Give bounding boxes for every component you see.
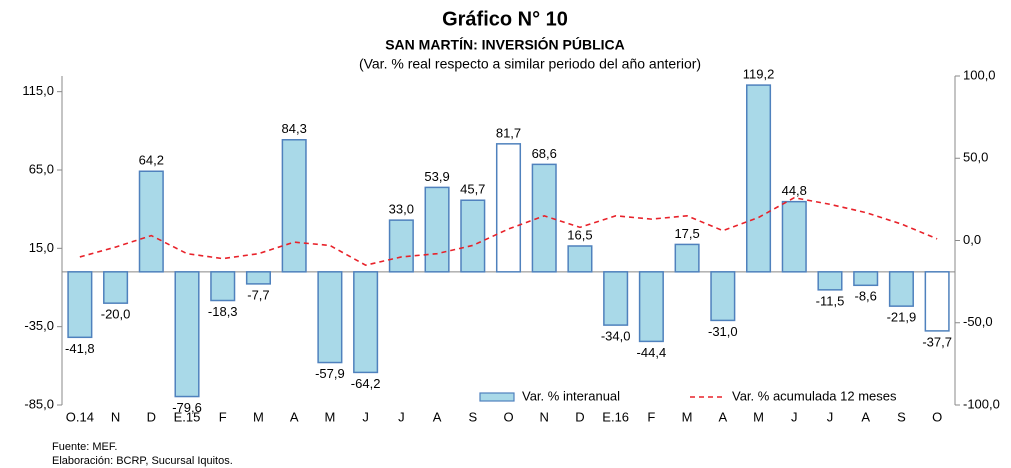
y-tick-label: -85,0 [24,396,54,411]
data-label: -79,6 [172,400,202,415]
x-tick-label: N [540,409,549,424]
x-tick-label: S [897,409,906,424]
bar [924,271,950,332]
data-label: -20,0 [101,307,131,322]
x-tick-label: O [503,409,513,424]
y2-tick-label: 100,0 [963,67,996,82]
bar [138,170,164,273]
data-label: 16,5 [567,227,592,242]
x-tick-label: J [362,409,369,424]
bar [817,271,843,291]
source-note: Fuente: MEF. [52,441,117,453]
data-label: -21,9 [887,310,917,325]
x-tick-label: A [290,409,299,424]
bar [710,271,736,322]
y-tick-label: 65,0 [29,161,54,176]
data-label: 81,7 [496,125,521,140]
data-label: -7,7 [247,287,269,302]
data-label: 68,6 [532,146,557,161]
bar [103,271,129,304]
legend-label: Var. % interanual [522,388,620,403]
bar [888,271,914,307]
data-label: -11,5 [816,293,845,308]
x-tick-label: D [147,409,156,424]
data-label: 53,9 [424,169,449,184]
x-tick-label: A [718,409,727,424]
data-label: -64,2 [351,376,381,391]
x-tick-label: S [468,409,477,424]
legend-swatch [479,392,515,402]
line [79,196,938,267]
data-label: 119,2 [743,67,775,82]
bar [603,271,629,326]
bar [317,271,343,364]
y2-tick-label: -100,0 [963,396,1000,411]
x-tick-label: M [253,409,264,424]
bar [567,245,593,273]
bar [281,139,307,273]
credit-note: Elaboración: BCRP, Sucursal Iquitos. [52,455,233,467]
data-label: -44,4 [637,345,667,360]
x-tick-label: A [861,409,870,424]
bar [531,163,557,273]
x-tick-label: F [647,409,655,424]
x-tick-label: F [219,409,227,424]
data-label: -37,7 [922,334,952,349]
chart-subtitle: SAN MARTÍN: INVERSIÓN PÚBLICA [385,36,625,53]
bar [67,271,93,339]
chart-subtitle: (Var. % real respecto a similar periodo … [359,56,701,72]
data-label: 45,7 [460,182,485,197]
bar [424,186,450,273]
x-tick-label: J [791,409,798,424]
chart-title: Gráfico N° 10 [442,8,568,30]
data-label: 64,2 [139,153,164,168]
x-tick-label: M [753,409,764,424]
y2-tick-label: 50,0 [963,150,988,165]
data-label: -31,0 [708,324,738,339]
x-tick-label: E.15 [174,409,201,424]
y2-tick-label: 0,0 [963,232,981,247]
legend-label: Var. % acumulada 12 meses [732,388,897,403]
bar [638,271,664,343]
x-tick-label: O [932,409,942,424]
data-label: 33,0 [389,202,414,217]
bar [781,200,807,273]
bar [388,219,414,273]
data-label: -41,8 [65,341,95,356]
x-tick-label: J [827,409,834,424]
bar [495,143,522,273]
bar [174,271,200,398]
data-label: 17,5 [674,226,699,241]
x-tick-label: E.16 [602,409,629,424]
data-label: 44,8 [782,183,807,198]
x-tick-label: D [575,409,584,424]
x-tick-label: A [433,409,442,424]
data-label: -34,0 [601,329,631,344]
bar [746,84,772,273]
x-tick-label: M [682,409,693,424]
x-tick-label: N [111,409,120,424]
data-label: -8,6 [854,289,876,304]
data-label: 84,3 [282,121,307,136]
y-tick-label: 115,0 [22,83,54,98]
x-tick-label: J [398,409,405,424]
bar [210,271,236,302]
bar [245,271,271,285]
bar [353,271,379,374]
y-tick-label: 15,0 [29,240,54,255]
bar [460,199,486,273]
bar [853,271,879,287]
x-tick-label: O.14 [66,409,94,424]
y-tick-label: -35,0 [24,318,54,333]
x-tick-label: M [324,409,335,424]
data-label: -18,3 [208,304,238,319]
y2-tick-label: -50,0 [963,314,993,329]
data-label: -57,9 [315,366,345,381]
bar [674,243,700,273]
